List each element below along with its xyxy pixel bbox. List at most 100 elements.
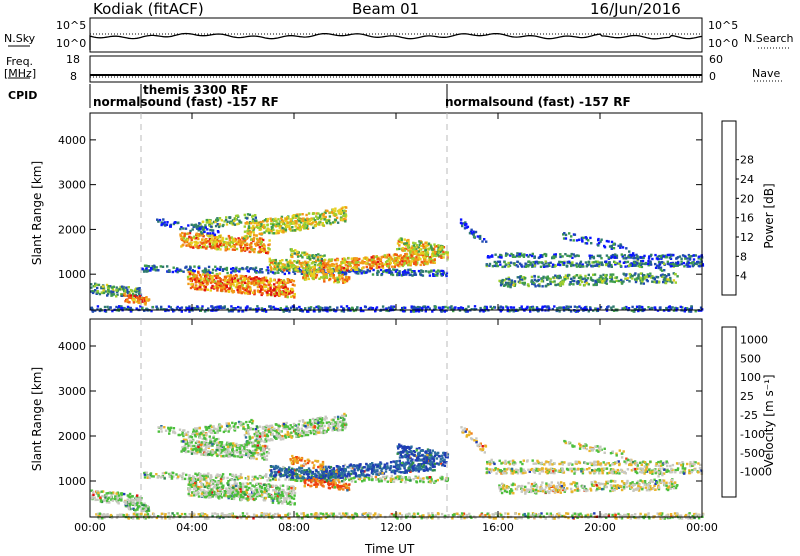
velocity-echo-cell [136, 508, 138, 510]
power-echo-cell [250, 267, 252, 269]
power-echo-cell [532, 307, 534, 309]
power-echo-cell [509, 286, 511, 288]
power-echo-cell [669, 257, 671, 259]
power-echo-cell [203, 281, 205, 283]
velocity-echo-cell [238, 475, 240, 477]
power-echo-cell [279, 282, 281, 284]
power-echo-cell [601, 264, 603, 266]
power-echo-cell [336, 269, 338, 271]
power-echo-cell [445, 251, 447, 253]
power-echo-cell [499, 254, 501, 256]
power-echo-cell [415, 256, 417, 258]
velocity-echo-cell [118, 494, 120, 496]
power-echo-cell [217, 230, 219, 232]
power-echo-cell [216, 245, 218, 247]
power-echo-cell [199, 286, 201, 288]
power-echo-cell [638, 263, 640, 265]
power-echo-cell [190, 287, 192, 289]
power-echo-cell [507, 262, 509, 264]
power-echo-cell [529, 306, 531, 308]
power-echo-cell [197, 238, 199, 240]
power-echo-cell [211, 272, 213, 274]
velocity-echo-cell [405, 476, 407, 478]
power-echo-cell [323, 213, 325, 215]
power-echo-cell [290, 288, 292, 290]
power-echo-cell [202, 278, 204, 280]
velocity-echo-cell [390, 478, 392, 480]
power-echo-cell [637, 273, 639, 275]
power-echo-cell [606, 278, 608, 280]
power-echo-cell [214, 241, 216, 243]
velocity-echo-cell [92, 494, 94, 496]
power-echo-cell [532, 261, 534, 263]
power-echo-cell [217, 223, 219, 225]
power-echo-cell [289, 228, 291, 230]
power-echo-cell [254, 269, 256, 271]
power-echo-cell [281, 259, 283, 261]
power-echo-cell [550, 278, 552, 280]
power-echo-cell [607, 240, 609, 242]
power-echo-cell [404, 307, 406, 309]
power-echo-cell [361, 267, 363, 269]
power-echo-cell [239, 289, 241, 291]
power-echo-cell [430, 258, 432, 260]
power-echo-cell [288, 272, 290, 274]
power-echo-cell [219, 272, 221, 274]
power-echo-cell [128, 296, 130, 298]
power-echo-cell [366, 259, 368, 261]
power-echo-cell [662, 281, 664, 283]
power-echo-cell [607, 265, 609, 267]
power-echo-cell [135, 291, 137, 293]
power-echo-cell [430, 270, 432, 272]
power-echo-cell [586, 242, 588, 244]
velocity-echo-cell [171, 476, 173, 478]
power-echo-cell [355, 257, 357, 259]
power-echo-cell [372, 273, 374, 275]
power-echo-cell [527, 255, 529, 257]
power-echo-cell [244, 214, 246, 216]
power-echo-cell [554, 265, 556, 267]
power-echo-cell [325, 216, 327, 218]
power-echo-cell [249, 276, 251, 278]
power-echo-cell [660, 274, 662, 276]
power-echo-cell [317, 256, 319, 258]
power-echo-cell [290, 307, 292, 309]
power-echo-cell [267, 288, 269, 290]
power-echo-cell [676, 275, 678, 277]
power-echo-cell [440, 270, 442, 272]
power-echo-cell [404, 249, 406, 251]
power-echo-cell [612, 273, 614, 275]
power-echo-cell [97, 290, 99, 292]
power-echo-cell [270, 278, 272, 280]
velocity-echo-cell [265, 473, 267, 475]
power-echo-cell [677, 262, 679, 264]
power-echo-cell [410, 260, 412, 262]
power-echo-cell [244, 244, 246, 246]
power-echo-cell [623, 273, 625, 275]
power-echo-cell [606, 307, 608, 309]
velocity-echo-cell [352, 477, 354, 479]
power-colorbar-tick-label: 8 [740, 250, 747, 263]
power-echo-cell [611, 266, 613, 268]
power-echo-cell [411, 253, 413, 255]
power-echo-cell [322, 224, 324, 226]
power-echo-cell [245, 292, 247, 294]
power-echo-cell [298, 220, 300, 222]
power-echo-cell [270, 268, 272, 270]
power-echo-cell [284, 286, 286, 288]
power-echo-cell [540, 266, 542, 268]
power-echo-cell [237, 306, 239, 308]
power-echo-cell [588, 261, 590, 263]
velocity-echo-cell [162, 472, 164, 474]
power-echo-cell [257, 239, 259, 241]
power-echo-cell [580, 277, 582, 279]
power-echo-cell [272, 289, 274, 291]
power-echo-cell [559, 264, 561, 266]
power-echo-cell [351, 307, 353, 309]
power-echo-cell [346, 261, 348, 263]
power-echo-cell [281, 291, 283, 293]
power-echo-cell [247, 286, 249, 288]
velocity-echo-cell [94, 497, 96, 499]
power-echo-cell [191, 272, 193, 274]
